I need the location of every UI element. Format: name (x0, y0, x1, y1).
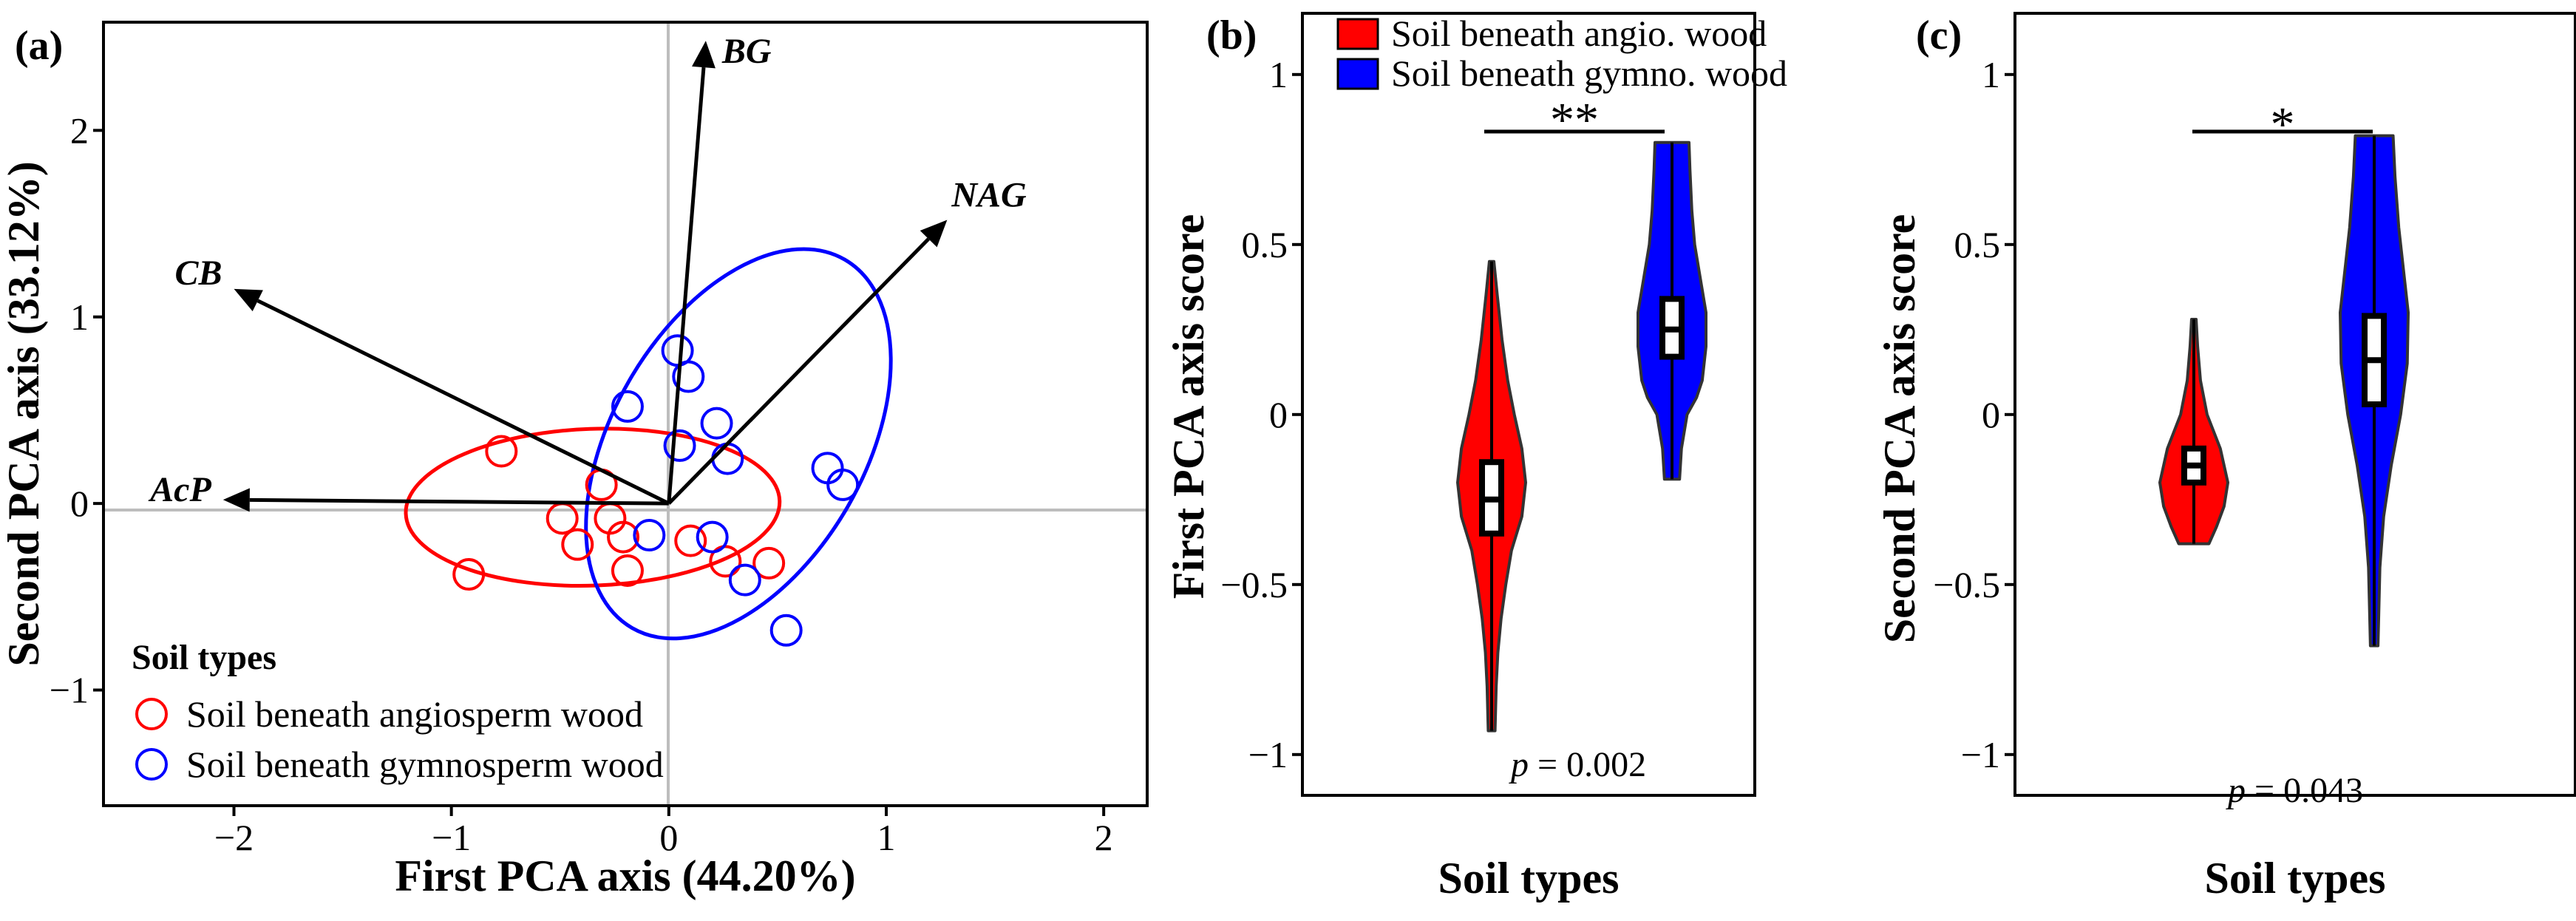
point-gymno (611, 390, 644, 423)
y-tick-label: −1 (50, 670, 89, 711)
loading-arrows: BG NAG CB AcP (148, 32, 1027, 512)
x-tick-label: −1 (432, 817, 471, 858)
confidence-ellipses (404, 247, 893, 641)
point-angio (607, 520, 640, 554)
p-label: p (2226, 771, 2246, 810)
y-tick-label: 0 (70, 483, 89, 524)
legend-label-angio: Soil beneath angio. wood (1391, 13, 1767, 54)
loading-arrow-nag (667, 237, 930, 505)
y-axis-label: First PCA axis score (1164, 214, 1213, 599)
x-tick-label: 2 (1095, 817, 1113, 858)
legend-swatch-angio (1336, 18, 1379, 50)
y-tick-label: 0 (1269, 394, 1288, 435)
x-axis-label: First PCA axis (44.20%) (395, 852, 855, 900)
p-value: = 0.002 (1537, 745, 1646, 784)
point-gymno (811, 452, 844, 485)
point-angio (752, 546, 786, 580)
significance-stars: * (2271, 98, 2295, 152)
y-tick-label: 0.5 (1242, 224, 1288, 265)
significance-stars: ** (1550, 93, 1599, 147)
y-tick-label: −0.5 (1933, 564, 2000, 605)
loading-arrow-acp (249, 497, 669, 506)
panel-b-frame (1301, 12, 1756, 797)
y-tick-label: 0 (1982, 394, 2000, 435)
significance-bracket: ** (1484, 93, 1665, 147)
legend-label-gymno: Soil beneath gymno. wood (1391, 52, 1787, 94)
y-tick-label: 1 (1269, 54, 1288, 95)
legend-title: Soil types (132, 638, 276, 677)
y-axis-label: Second PCA axis score (1875, 214, 1924, 644)
y-tick-label: −1 (1961, 734, 2000, 775)
point-gymno (672, 360, 705, 393)
y-axis-label: Second PCA axis (33.12%) (0, 161, 48, 666)
point-angio (546, 502, 579, 535)
panel-b: (b) −1−0.500.51 ** p = 0.002 Soil types … (1164, 12, 1787, 903)
panel-c: (c) −1 −0.5 0 0.5 1 * p = 0.043 Soil types S… (1875, 12, 2576, 903)
x-axis-ticks: −2 −1 0 1 2 (214, 806, 1113, 858)
loading-arrowhead-nag (920, 220, 948, 248)
point-gymno (769, 614, 803, 647)
p-value: = 0.043 (2254, 771, 2363, 810)
loading-label-bg: BG (721, 32, 772, 71)
x-tick-label: 0 (659, 817, 678, 858)
x-axis-label: Soil types (1438, 854, 1619, 903)
significance-bracket: * (2192, 98, 2373, 152)
y-axis-ticks: −1 0 1 2 (50, 109, 103, 711)
loading-label-nag: NAG (951, 176, 1027, 215)
legend: Soil beneath angio. wood Soil beneath gy… (1336, 13, 1787, 94)
point-angio (674, 524, 707, 557)
y-tick-label: 1 (70, 296, 89, 338)
point-angio (485, 435, 518, 468)
panel-a-label: (a) (15, 23, 63, 69)
point-gymno (633, 519, 666, 552)
y-tick-label: −1 (1248, 734, 1288, 775)
y-tick-label: 0.5 (1954, 224, 2001, 265)
point-angio (452, 558, 486, 591)
ellipse-gymno (584, 247, 893, 641)
legend: Soil types Soil beneath angiosperm wood … (132, 638, 664, 785)
y-tick-label: 2 (70, 109, 89, 151)
loading-arrowhead-cb (234, 288, 263, 312)
panel-c-frame (2013, 12, 2576, 797)
legend-label-gymno: Soil beneath gymnosperm wood (186, 744, 664, 785)
point-gymno (728, 563, 761, 597)
legend-marker-gymno (135, 748, 168, 781)
point-gymno (663, 429, 696, 462)
point-gymno (826, 468, 860, 501)
y-tick-label: −0.5 (1220, 564, 1288, 605)
legend-swatch-gymno (1336, 58, 1379, 90)
x-axis-label: Soil types (2204, 854, 2385, 903)
loading-arrowhead-bg (692, 41, 716, 69)
y-axis-ticks: −1 −0.5 0 0.5 1 (1933, 54, 2015, 775)
violins (1456, 140, 1707, 733)
y-tick-label: 1 (1982, 54, 2000, 95)
panel-a: (a) BG NAG CB AcP −2 −1 0 1 2 −1 0 1 2 First PCA a… (0, 21, 1149, 900)
loading-arrow-cb (256, 299, 670, 506)
p-label: p (1509, 745, 1529, 784)
point-angio (611, 554, 644, 587)
loading-arrow-bg (667, 67, 706, 504)
panel-c-label: (c) (1916, 13, 1962, 58)
sample-points (452, 334, 860, 647)
legend-marker-angio (135, 698, 168, 730)
point-gymno (696, 520, 729, 554)
violins (2158, 134, 2410, 648)
point-gymno (700, 407, 733, 440)
y-axis-ticks: −1 −0.5 0 0.5 1 (1220, 54, 1302, 775)
point-angio (561, 528, 594, 561)
panel-a-frame (102, 21, 1149, 807)
loading-label-cb: CB (174, 254, 222, 293)
x-tick-label: 1 (877, 817, 896, 858)
loading-label-acp: AcP (148, 470, 211, 509)
loading-arrowhead-acp (222, 488, 250, 512)
x-tick-label: −2 (214, 817, 254, 858)
panel-b-label: (b) (1206, 13, 1257, 58)
legend-label-angio: Soil beneath angiosperm wood (186, 693, 643, 735)
